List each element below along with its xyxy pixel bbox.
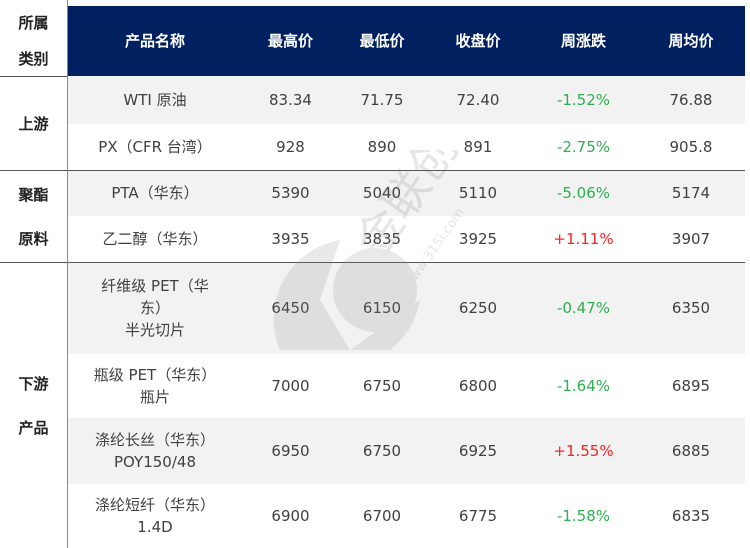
- cell-name: 涤纶长丝（华东）POY150/48: [67, 418, 243, 484]
- header-low: 最低价: [359, 32, 405, 50]
- cell-avg: 905.8: [669, 138, 713, 156]
- product-name-line: 涤纶短纤（华东）: [94, 496, 215, 514]
- table-row: 瓶级 PET（华东） 瓶片 7000 6750 6800 -1.64% 6895: [0, 354, 745, 418]
- divider: [0, 170, 745, 171]
- header-category-label: 所属类别: [18, 14, 49, 68]
- cell-avg: 6895: [671, 377, 711, 395]
- product-name-line: 1.4D: [137, 518, 173, 536]
- group-label: 原料: [18, 229, 49, 248]
- product-name-line: 纤维级 PET（华: [101, 277, 209, 295]
- cell-low: 3835: [362, 230, 402, 248]
- cell-change: +1.11%: [553, 230, 614, 248]
- table-row: 涤纶短纤（华东） 1.4D 6900 6700 6775 -1.58% 6835: [0, 484, 745, 548]
- product-name: PX（CFR 台湾）: [98, 138, 212, 156]
- cell-low: 890: [367, 138, 397, 156]
- cell-close: 5110: [458, 184, 498, 202]
- product-name-line: 东）: [139, 299, 170, 317]
- cell-change: -0.47%: [556, 299, 611, 317]
- cell-change: -1.64%: [556, 377, 611, 395]
- cell-high: 3935: [271, 230, 310, 248]
- cell-high: 6950: [271, 442, 310, 460]
- header-change: 周涨跌: [560, 32, 606, 50]
- cell-name: 涤纶短纤（华东） 1.4D: [67, 484, 243, 548]
- cell-low: 5040: [362, 184, 402, 202]
- header-category: 所属类别: [0, 6, 67, 76]
- cell-low: 6150: [362, 299, 402, 317]
- header-name: 产品名称: [124, 32, 185, 50]
- product-name: WTI 原油: [123, 91, 187, 109]
- product-name: PTA（华东）: [111, 184, 199, 202]
- header-avg: 周均价: [668, 32, 714, 50]
- group-downstream: 下游 产品: [0, 263, 67, 548]
- table-row: 纤维级 PET（华 东） 半光切片 6450 6150 6250 -0.47% 63…: [0, 262, 745, 354]
- group-label: 上游: [18, 114, 49, 133]
- cell-name: PTA（华东）: [67, 170, 243, 216]
- table-row: 涤纶长丝（华东）POY150/48 6950 6750 6925 +1.55% …: [0, 418, 745, 484]
- divider: [0, 76, 67, 77]
- cell-change: -1.52%: [556, 91, 611, 109]
- divider: [67, 0, 68, 548]
- cell-name: 乙二醇（华东）: [67, 216, 243, 262]
- cell-close: 3925: [458, 230, 498, 248]
- table-row: PX（CFR 台湾） 928 890 891 -2.75% 905.8: [0, 124, 745, 170]
- table-row: PTA（华东） 5390 5040 5110 -5.06% 5174: [0, 170, 745, 216]
- group-label: 聚酯: [18, 185, 49, 204]
- product-name-line: 瓶片: [139, 388, 170, 406]
- cell-change: -5.06%: [556, 184, 611, 202]
- cell-name: PX（CFR 台湾）: [67, 124, 243, 170]
- cell-name: 瓶级 PET（华东） 瓶片: [67, 354, 243, 418]
- cell-low: 6700: [362, 507, 402, 525]
- group-polyester-feedstock: 聚酯 原料: [0, 171, 67, 262]
- header-close: 收盘价: [455, 32, 501, 50]
- cell-change: -1.58%: [556, 507, 611, 525]
- product-name-line: 瓶级 PET（华东）: [93, 366, 217, 384]
- cell-high: 6900: [271, 507, 310, 525]
- cell-close: 6775: [458, 507, 498, 525]
- product-name-line: 半光切片: [124, 321, 185, 339]
- cell-close: 891: [463, 138, 493, 156]
- cell-close: 72.40: [456, 91, 500, 109]
- cell-high: 928: [276, 138, 305, 156]
- cell-close: 6800: [458, 377, 498, 395]
- product-name: 乙二醇（华东）: [102, 230, 208, 248]
- header-high: 最高价: [267, 32, 313, 50]
- cell-avg: 3907: [671, 230, 711, 248]
- cell-high: 5390: [271, 184, 310, 202]
- cell-avg: 6885: [671, 442, 711, 460]
- group-label: 产品: [18, 418, 49, 437]
- cell-avg: 6835: [671, 507, 711, 525]
- cell-close: 6250: [458, 299, 498, 317]
- cell-name: WTI 原油: [67, 76, 243, 124]
- cell-low: 71.75: [360, 91, 404, 109]
- cell-low: 6750: [362, 377, 402, 395]
- cell-close: 6925: [458, 442, 498, 460]
- cell-high: 83.34: [269, 91, 312, 109]
- product-name: 涤纶长丝（华东）POY150/48: [94, 431, 215, 471]
- cell-change: +1.55%: [553, 442, 614, 460]
- cell-avg: 5174: [671, 184, 711, 202]
- cell-high: 6450: [271, 299, 310, 317]
- cell-avg: 6350: [671, 299, 711, 317]
- cell-low: 6750: [362, 442, 402, 460]
- group-upstream: 上游: [0, 77, 67, 170]
- cell-change: -2.75%: [556, 138, 611, 156]
- header-row: 产品名称 最高价 最低价 收盘价 周涨跌 周均价: [0, 6, 745, 76]
- cell-avg: 76.88: [669, 91, 713, 109]
- cell-name: 纤维级 PET（华 东） 半光切片: [67, 262, 243, 354]
- table-row: WTI 原油 83.34 71.75 72.40 -1.52% 76.88: [0, 76, 745, 124]
- table-row: 乙二醇（华东） 3935 3835 3925 +1.11% 3907: [0, 216, 745, 262]
- cell-high: 7000: [271, 377, 310, 395]
- divider: [0, 262, 745, 263]
- group-label: 下游: [18, 374, 49, 393]
